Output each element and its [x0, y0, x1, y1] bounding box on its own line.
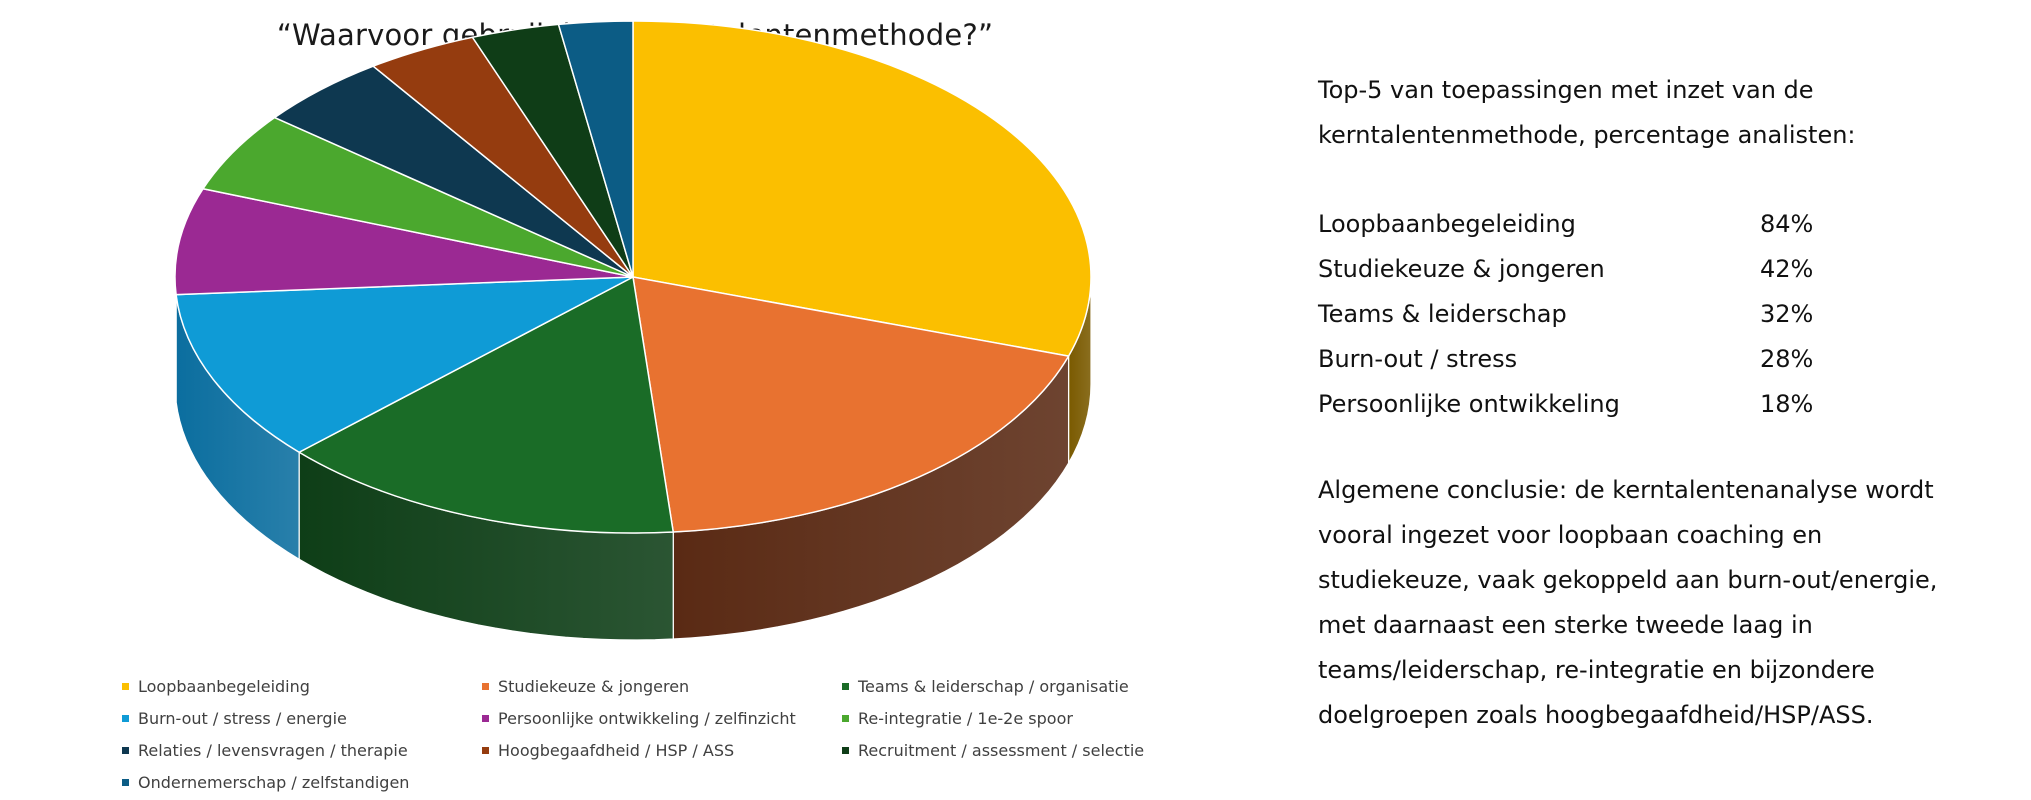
pie-slice: [174, 188, 634, 296]
top5-row: Studiekeuze & jongeren 42%: [1318, 246, 1978, 291]
chart-legend: Loopbaanbegeleiding Studiekeuze & jonger…: [122, 676, 1222, 793]
legend-swatch: [482, 683, 489, 690]
legend-item: Hoogbegaafdheid / HSP / ASS: [482, 740, 842, 761]
top5-row: Teams & leiderschap 32%: [1318, 291, 1978, 336]
legend-item: Persoonlijke ontwikkeling / zelfinzicht: [482, 708, 842, 729]
top5-value: 32%: [1760, 299, 1814, 328]
pie-side-walls: [174, 276, 1092, 641]
legend-label: Burn-out / stress / energie: [138, 709, 347, 728]
pie-slice: [632, 276, 1070, 533]
legend-label: Relaties / levensvragen / therapie: [138, 741, 408, 760]
legend-item: Burn-out / stress / energie: [122, 708, 482, 729]
legend-swatch: [482, 747, 489, 754]
legend-label: Ondernemerschap / zelfstandigen: [138, 773, 410, 792]
pie-slice: [557, 20, 634, 278]
top5-value: 42%: [1760, 254, 1814, 283]
legend-swatch: [842, 683, 849, 690]
pie-slice: [632, 20, 1092, 357]
top5-list: Loopbaanbegeleiding 84% Studiekeuze & jon…: [1318, 201, 1978, 426]
legend-item: Ondernemerschap / zelfstandigen: [122, 772, 482, 793]
legend-swatch: [122, 715, 129, 722]
conclusion-text: Algemene conclusie: de kerntalentenanaly…: [1318, 476, 1938, 729]
top5-name: Persoonlijke ontwikkeling: [1318, 389, 1620, 418]
legend-swatch: [122, 683, 129, 690]
pie-slice: [202, 116, 634, 278]
top5-row: Burn-out / stress 28%: [1318, 336, 1978, 381]
legend-swatch: [122, 779, 129, 786]
intro-text: Top-5 van toepassingen met inzet van de …: [1318, 76, 1856, 149]
legend-item: Re-integratie / 1e-2e spoor: [842, 708, 1222, 729]
top5-row: Loopbaanbegeleiding 84%: [1318, 201, 1978, 246]
legend-item: Teams & leiderschap / organisatie: [842, 676, 1222, 697]
pie-chart: [174, 20, 1092, 641]
top5-name: Loopbaanbegeleiding: [1318, 209, 1576, 238]
top5-row: Persoonlijke ontwikkeling 18%: [1318, 381, 1978, 426]
legend-label: Persoonlijke ontwikkeling / zelfinzicht: [498, 709, 796, 728]
legend-label: Hoogbegaafdheid / HSP / ASS: [498, 741, 735, 760]
legend-item: Studiekeuze & jongeren: [482, 676, 842, 697]
legend-swatch: [842, 715, 849, 722]
legend-item: Recruitment / assessment / selectie: [842, 740, 1222, 761]
top5-name: Studiekeuze & jongeren: [1318, 254, 1605, 283]
legend-swatch: [122, 747, 129, 754]
info-panel: Top-5 van toepassingen met inzet van de …: [1318, 68, 1978, 762]
top5-name: Burn-out / stress: [1318, 344, 1518, 373]
legend-swatch: [842, 747, 849, 754]
top5-value: 84%: [1760, 209, 1814, 238]
legend-label: Loopbaanbegeleiding: [138, 677, 310, 696]
legend-label: Studiekeuze & jongeren: [498, 677, 690, 696]
pie-slice: [175, 276, 634, 453]
legend-label: Recruitment / assessment / selectie: [858, 741, 1145, 760]
pie-top-faces: [174, 20, 1092, 534]
top5-value: 18%: [1760, 389, 1814, 418]
legend-item: Loopbaanbegeleiding: [122, 676, 482, 697]
pie-slice: [298, 276, 674, 534]
legend-label: Teams & leiderschap / organisatie: [858, 677, 1129, 696]
top5-value: 28%: [1760, 344, 1814, 373]
top5-name: Teams & leiderschap: [1318, 299, 1567, 328]
legend-label: Re-integratie / 1e-2e spoor: [858, 709, 1073, 728]
legend-swatch: [482, 715, 489, 722]
legend-item: Relaties / levensvragen / therapie: [122, 740, 482, 761]
